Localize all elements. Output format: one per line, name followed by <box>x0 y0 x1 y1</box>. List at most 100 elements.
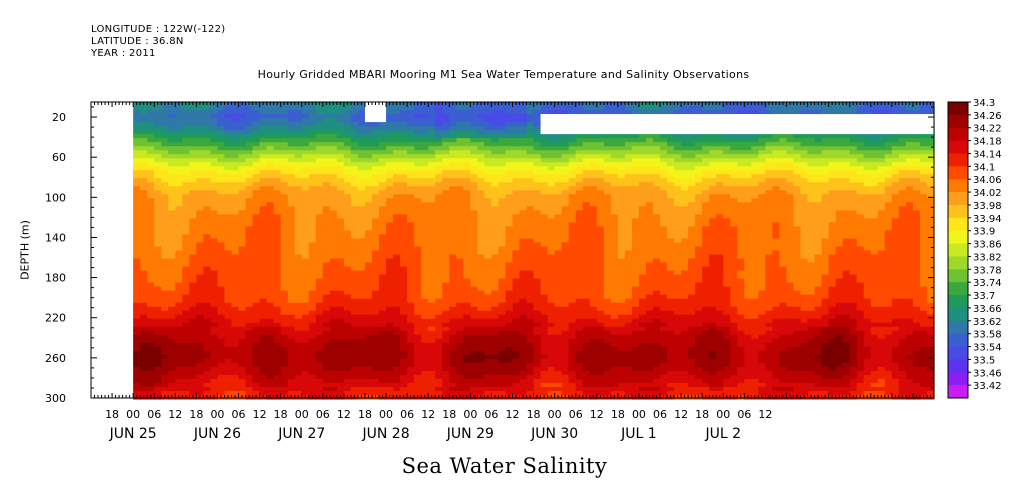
heat-cell <box>428 114 436 119</box>
heat-cell <box>554 314 563 320</box>
heat-cell <box>400 230 408 236</box>
heat-cell <box>512 326 521 332</box>
heat-cell <box>561 222 570 228</box>
heat-cell <box>322 290 331 296</box>
heat-cell <box>273 158 282 163</box>
heat-cell <box>133 382 141 388</box>
heat-cell <box>491 114 500 119</box>
heat-cell <box>252 306 261 312</box>
heat-cell <box>182 170 190 175</box>
heat-cell <box>224 330 233 336</box>
heat-cell <box>477 202 486 207</box>
heat-cell <box>470 306 478 312</box>
heat-cell <box>196 198 204 203</box>
heat-cell <box>315 242 324 248</box>
heat-cell <box>259 282 268 288</box>
heat-cell <box>196 178 204 183</box>
heat-cell <box>421 362 429 368</box>
heat-cell <box>259 202 268 207</box>
heat-cell <box>273 266 282 272</box>
heat-cell <box>238 178 247 183</box>
heat-cell <box>414 198 422 203</box>
heat-cell <box>329 226 338 232</box>
heat-cell <box>582 222 591 228</box>
heat-cell <box>322 342 331 348</box>
heat-cell <box>435 242 443 248</box>
heat-cell <box>343 294 352 300</box>
heat-cell <box>498 174 507 179</box>
heat-cell <box>357 310 366 316</box>
heat-cell <box>357 182 366 187</box>
heat-cell <box>294 134 303 139</box>
heat-cell <box>568 186 577 191</box>
heat-cell <box>294 142 303 147</box>
heat-cell <box>343 362 352 368</box>
heat-cell <box>372 238 380 244</box>
heat-cell <box>133 178 141 183</box>
heat-cell <box>575 138 584 143</box>
heat-cell <box>596 286 605 292</box>
heat-cell <box>428 310 436 316</box>
heat-cell <box>414 202 422 207</box>
heat-cell <box>224 378 233 384</box>
heat-cell <box>505 322 514 328</box>
heat-cell <box>322 282 331 288</box>
heat-cell <box>442 282 450 288</box>
heat-cell <box>287 162 296 167</box>
heat-cell <box>133 262 141 268</box>
heat-cell <box>379 310 387 316</box>
heat-cell <box>252 150 261 155</box>
heat-cell <box>133 218 141 223</box>
heat-cell <box>379 278 387 284</box>
heat-cell <box>364 226 373 232</box>
heat-cell <box>582 174 591 179</box>
heat-cell <box>442 274 450 280</box>
heat-cell <box>547 210 556 215</box>
heat-cell <box>245 354 254 360</box>
heat-cell <box>519 390 528 396</box>
heat-cell <box>421 162 429 167</box>
heat-cell <box>589 218 598 223</box>
heat-cell <box>273 314 282 320</box>
heat-cell <box>224 370 233 376</box>
heat-cell <box>231 202 240 207</box>
heat-cell <box>161 294 169 300</box>
heat-cell <box>442 202 450 207</box>
heat-cell <box>414 110 422 115</box>
heat-cell <box>182 210 190 215</box>
heat-cell <box>421 386 429 392</box>
heat-cell <box>547 318 556 324</box>
heat-cell <box>582 146 591 151</box>
heat-cell <box>273 386 282 392</box>
heat-cell <box>231 330 240 336</box>
heat-cell <box>231 310 240 316</box>
heat-cell <box>519 366 528 372</box>
heat-cell <box>287 246 296 252</box>
heat-cell <box>245 210 254 215</box>
heat-cell <box>498 162 507 167</box>
heat-cell <box>301 170 310 175</box>
heat-cell <box>561 322 570 328</box>
heat-cell <box>224 242 233 248</box>
heat-cell <box>428 186 436 191</box>
heat-cell <box>477 238 486 244</box>
heat-cell <box>435 146 443 151</box>
heat-cell <box>442 134 450 139</box>
heat-cell <box>477 382 486 388</box>
heat-cell <box>350 306 359 312</box>
heat-cell <box>161 162 169 167</box>
heat-cell <box>561 274 570 280</box>
heat-cell <box>217 170 226 175</box>
heat-cell <box>217 266 226 272</box>
heat-cell <box>252 346 261 352</box>
heat-cell <box>526 306 535 312</box>
heat-cell <box>231 274 240 280</box>
heat-cell <box>238 326 247 332</box>
heat-cell <box>400 266 408 272</box>
heat-cell <box>393 162 401 167</box>
heat-cell <box>357 286 366 292</box>
heat-cell <box>463 242 471 248</box>
heat-cell <box>400 278 408 284</box>
heat-cell <box>547 334 556 340</box>
heat-cell <box>547 270 556 276</box>
